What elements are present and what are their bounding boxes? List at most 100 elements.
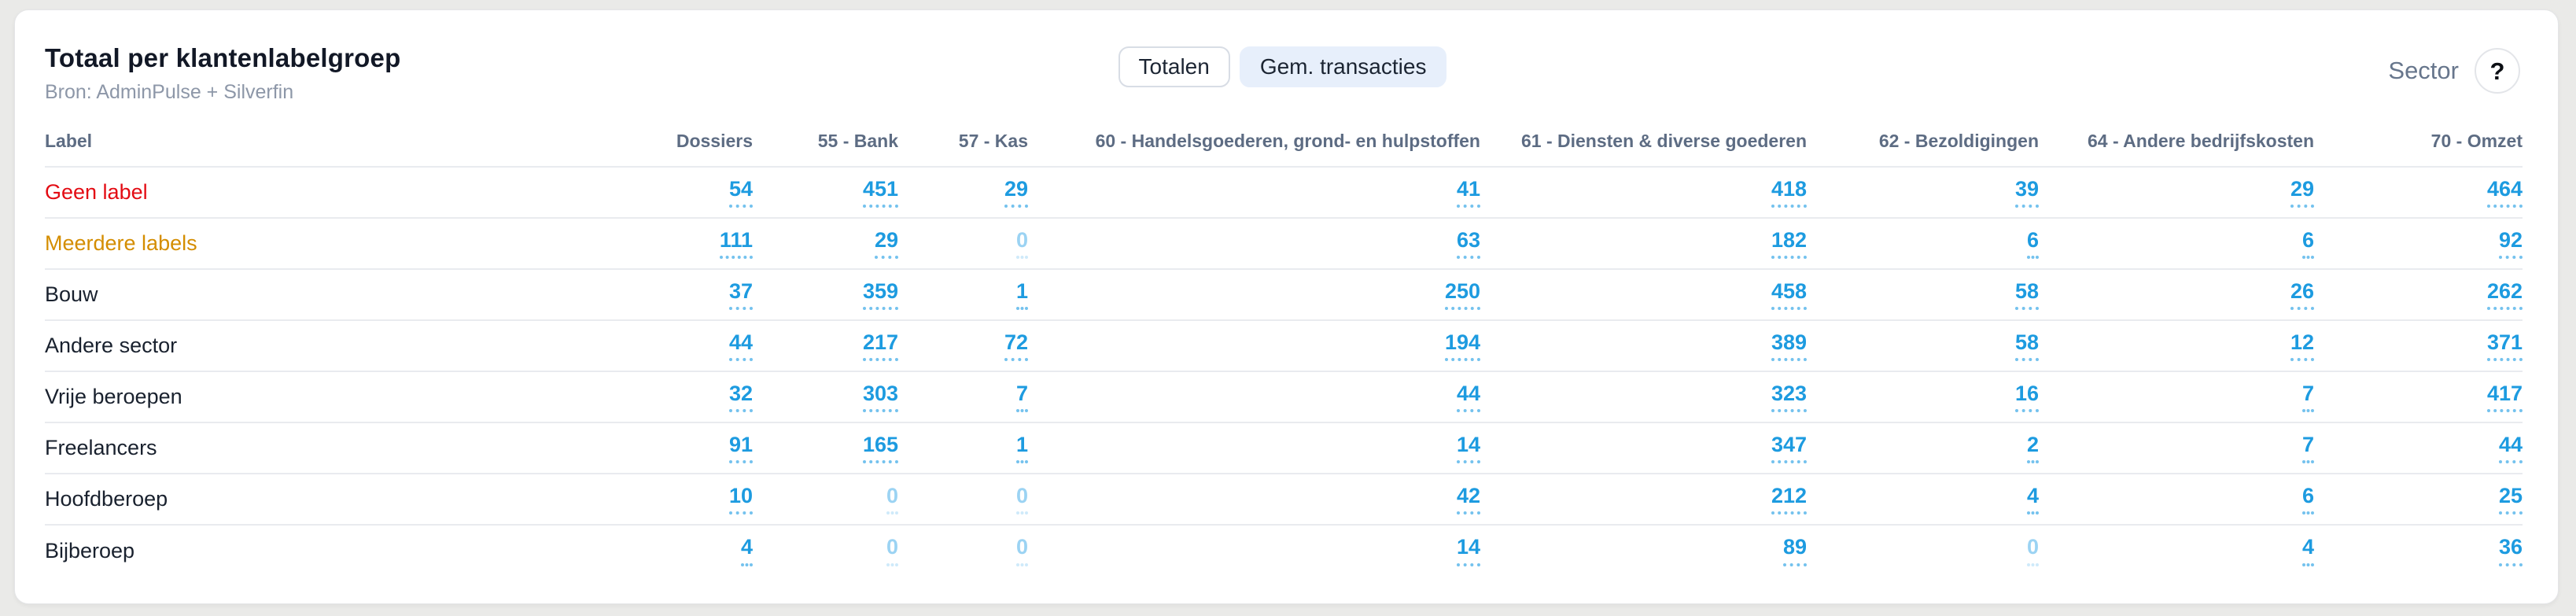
- cell-value-link[interactable]: 7: [1015, 382, 1028, 413]
- column-header-label: Label: [45, 131, 93, 151]
- value-cell: 91: [485, 422, 753, 474]
- table-row: Vrije beroepen 32 303 7 44 323 16 7 417: [45, 371, 2523, 422]
- value-cell: 10: [485, 474, 753, 525]
- cell-value-link[interactable]: 92: [2498, 228, 2523, 260]
- value-cell: 54: [485, 167, 753, 218]
- cell-value-link[interactable]: 44: [1456, 382, 1480, 413]
- cell-value-link[interactable]: 4: [2026, 484, 2039, 515]
- table-row: Geen label 54 451 29 41 418 39 29 464: [45, 167, 2523, 218]
- title-block: Totaal per klantenlabelgroep Bron: Admin…: [45, 34, 1118, 104]
- cell-value-link[interactable]: 89: [1782, 535, 1807, 566]
- value-cell: 111: [485, 218, 753, 269]
- column-header: 70 - Omzet: [2430, 131, 2523, 151]
- column-header: 60 - Handelsgoederen, grond- en hulpstof…: [1095, 131, 1480, 151]
- cell-value-link[interactable]: 26: [2290, 279, 2314, 311]
- cell-value-link[interactable]: 262: [2486, 279, 2523, 311]
- cell-value-link[interactable]: 194: [1444, 330, 1480, 362]
- cell-value-link[interactable]: 217: [862, 330, 898, 362]
- value-cell: 0: [898, 474, 1028, 525]
- cell-value-link[interactable]: 41: [1456, 177, 1480, 208]
- column-header: 57 - Kas: [958, 131, 1028, 151]
- cell-value-link[interactable]: 37: [728, 279, 753, 311]
- value-cell: 89: [1480, 525, 1807, 576]
- cell-value-link[interactable]: 29: [1004, 177, 1028, 208]
- cell-value-link[interactable]: 29: [874, 228, 898, 260]
- cell-value-link[interactable]: 32: [728, 382, 753, 413]
- cell-value-link[interactable]: 7: [2301, 433, 2314, 464]
- cell-value-link[interactable]: 14: [1456, 535, 1480, 566]
- value-cell: 72: [898, 320, 1028, 371]
- value-cell: 4: [1807, 474, 2039, 525]
- cell-value-link[interactable]: 451: [862, 177, 898, 208]
- cell-value-link[interactable]: 2: [2026, 433, 2039, 464]
- value-cell: 29: [753, 218, 898, 269]
- cell-value-link[interactable]: 182: [1771, 228, 1807, 260]
- cell-value-link[interactable]: 1: [1015, 279, 1028, 311]
- sector-label: Sector: [2388, 57, 2459, 84]
- cell-value-link[interactable]: 458: [1771, 279, 1807, 311]
- cell-value-link[interactable]: 303: [862, 382, 898, 413]
- column-header: Dossiers: [676, 131, 753, 151]
- cell-value-link[interactable]: 0: [1015, 228, 1028, 260]
- cell-value-link[interactable]: 6: [2301, 484, 2314, 515]
- cell-value-link[interactable]: 44: [2498, 433, 2523, 464]
- cell-value-link[interactable]: 389: [1771, 330, 1807, 362]
- value-cell: 1: [898, 269, 1028, 320]
- cell-value-link[interactable]: 42: [1456, 484, 1480, 515]
- cell-value-link[interactable]: 347: [1771, 433, 1807, 464]
- row-label: Bijberoep: [45, 538, 135, 563]
- cell-value-link[interactable]: 0: [886, 535, 898, 566]
- cell-value-link[interactable]: 58: [2014, 330, 2039, 362]
- cell-value-link[interactable]: 212: [1771, 484, 1807, 515]
- cell-value-link[interactable]: 111: [719, 228, 753, 260]
- value-cell: 212: [1480, 474, 1807, 525]
- value-cell: 6: [1807, 218, 2039, 269]
- cell-value-link[interactable]: 12: [2290, 330, 2314, 362]
- table-row: Meerdere labels 111 29 0 63 182 6 6 92: [45, 218, 2523, 269]
- table-header-row: Label Dossiers 55 - Bank 57 - Kas 60 - Hande…: [45, 131, 2523, 167]
- cell-value-link[interactable]: 0: [1015, 535, 1028, 566]
- cell-value-link[interactable]: 0: [1015, 484, 1028, 515]
- label-group-table: Label Dossiers 55 - Bank 57 - Kas 60 - Hande…: [45, 131, 2523, 576]
- cell-value-link[interactable]: 14: [1456, 433, 1480, 464]
- help-icon[interactable]: ?: [2475, 48, 2520, 94]
- row-label: Geen label: [45, 180, 148, 204]
- cell-value-link[interactable]: 63: [1456, 228, 1480, 260]
- cell-value-link[interactable]: 72: [1004, 330, 1028, 362]
- cell-value-link[interactable]: 44: [728, 330, 753, 362]
- value-cell: 0: [753, 474, 898, 525]
- cell-value-link[interactable]: 4: [2301, 535, 2314, 566]
- cell-value-link[interactable]: 39: [2014, 177, 2039, 208]
- cell-value-link[interactable]: 7: [2301, 382, 2314, 413]
- tab-gem-transacties[interactable]: Gem. transacties: [1239, 46, 1447, 87]
- cell-value-link[interactable]: 359: [862, 279, 898, 311]
- value-cell: 58: [1807, 320, 2039, 371]
- cell-value-link[interactable]: 58: [2014, 279, 2039, 311]
- tab-totalen[interactable]: Totalen: [1118, 46, 1230, 87]
- cell-value-link[interactable]: 36: [2498, 535, 2523, 566]
- cell-value-link[interactable]: 4: [740, 535, 753, 566]
- cell-value-link[interactable]: 323: [1771, 382, 1807, 413]
- value-cell: 7: [2039, 422, 2314, 474]
- cell-value-link[interactable]: 10: [728, 484, 753, 515]
- cell-value-link[interactable]: 165: [862, 433, 898, 464]
- cell-value-link[interactable]: 464: [2486, 177, 2523, 208]
- cell-value-link[interactable]: 250: [1444, 279, 1480, 311]
- column-header: 64 - Andere bedrijfskosten: [2087, 131, 2314, 151]
- value-cell: 303: [753, 371, 898, 422]
- cell-value-link[interactable]: 6: [2301, 228, 2314, 260]
- cell-value-link[interactable]: 16: [2014, 382, 2039, 413]
- cell-value-link[interactable]: 0: [2026, 535, 2039, 566]
- cell-value-link[interactable]: 29: [2290, 177, 2314, 208]
- cell-value-link[interactable]: 25: [2498, 484, 2523, 515]
- cell-value-link[interactable]: 418: [1771, 177, 1807, 208]
- cell-value-link[interactable]: 371: [2486, 330, 2523, 362]
- cell-value-link[interactable]: 54: [728, 177, 753, 208]
- value-cell: 4: [485, 525, 753, 576]
- value-cell: 44: [1028, 371, 1480, 422]
- cell-value-link[interactable]: 91: [728, 433, 753, 464]
- cell-value-link[interactable]: 6: [2026, 228, 2039, 260]
- cell-value-link[interactable]: 0: [886, 484, 898, 515]
- cell-value-link[interactable]: 1: [1015, 433, 1028, 464]
- cell-value-link[interactable]: 417: [2486, 382, 2523, 413]
